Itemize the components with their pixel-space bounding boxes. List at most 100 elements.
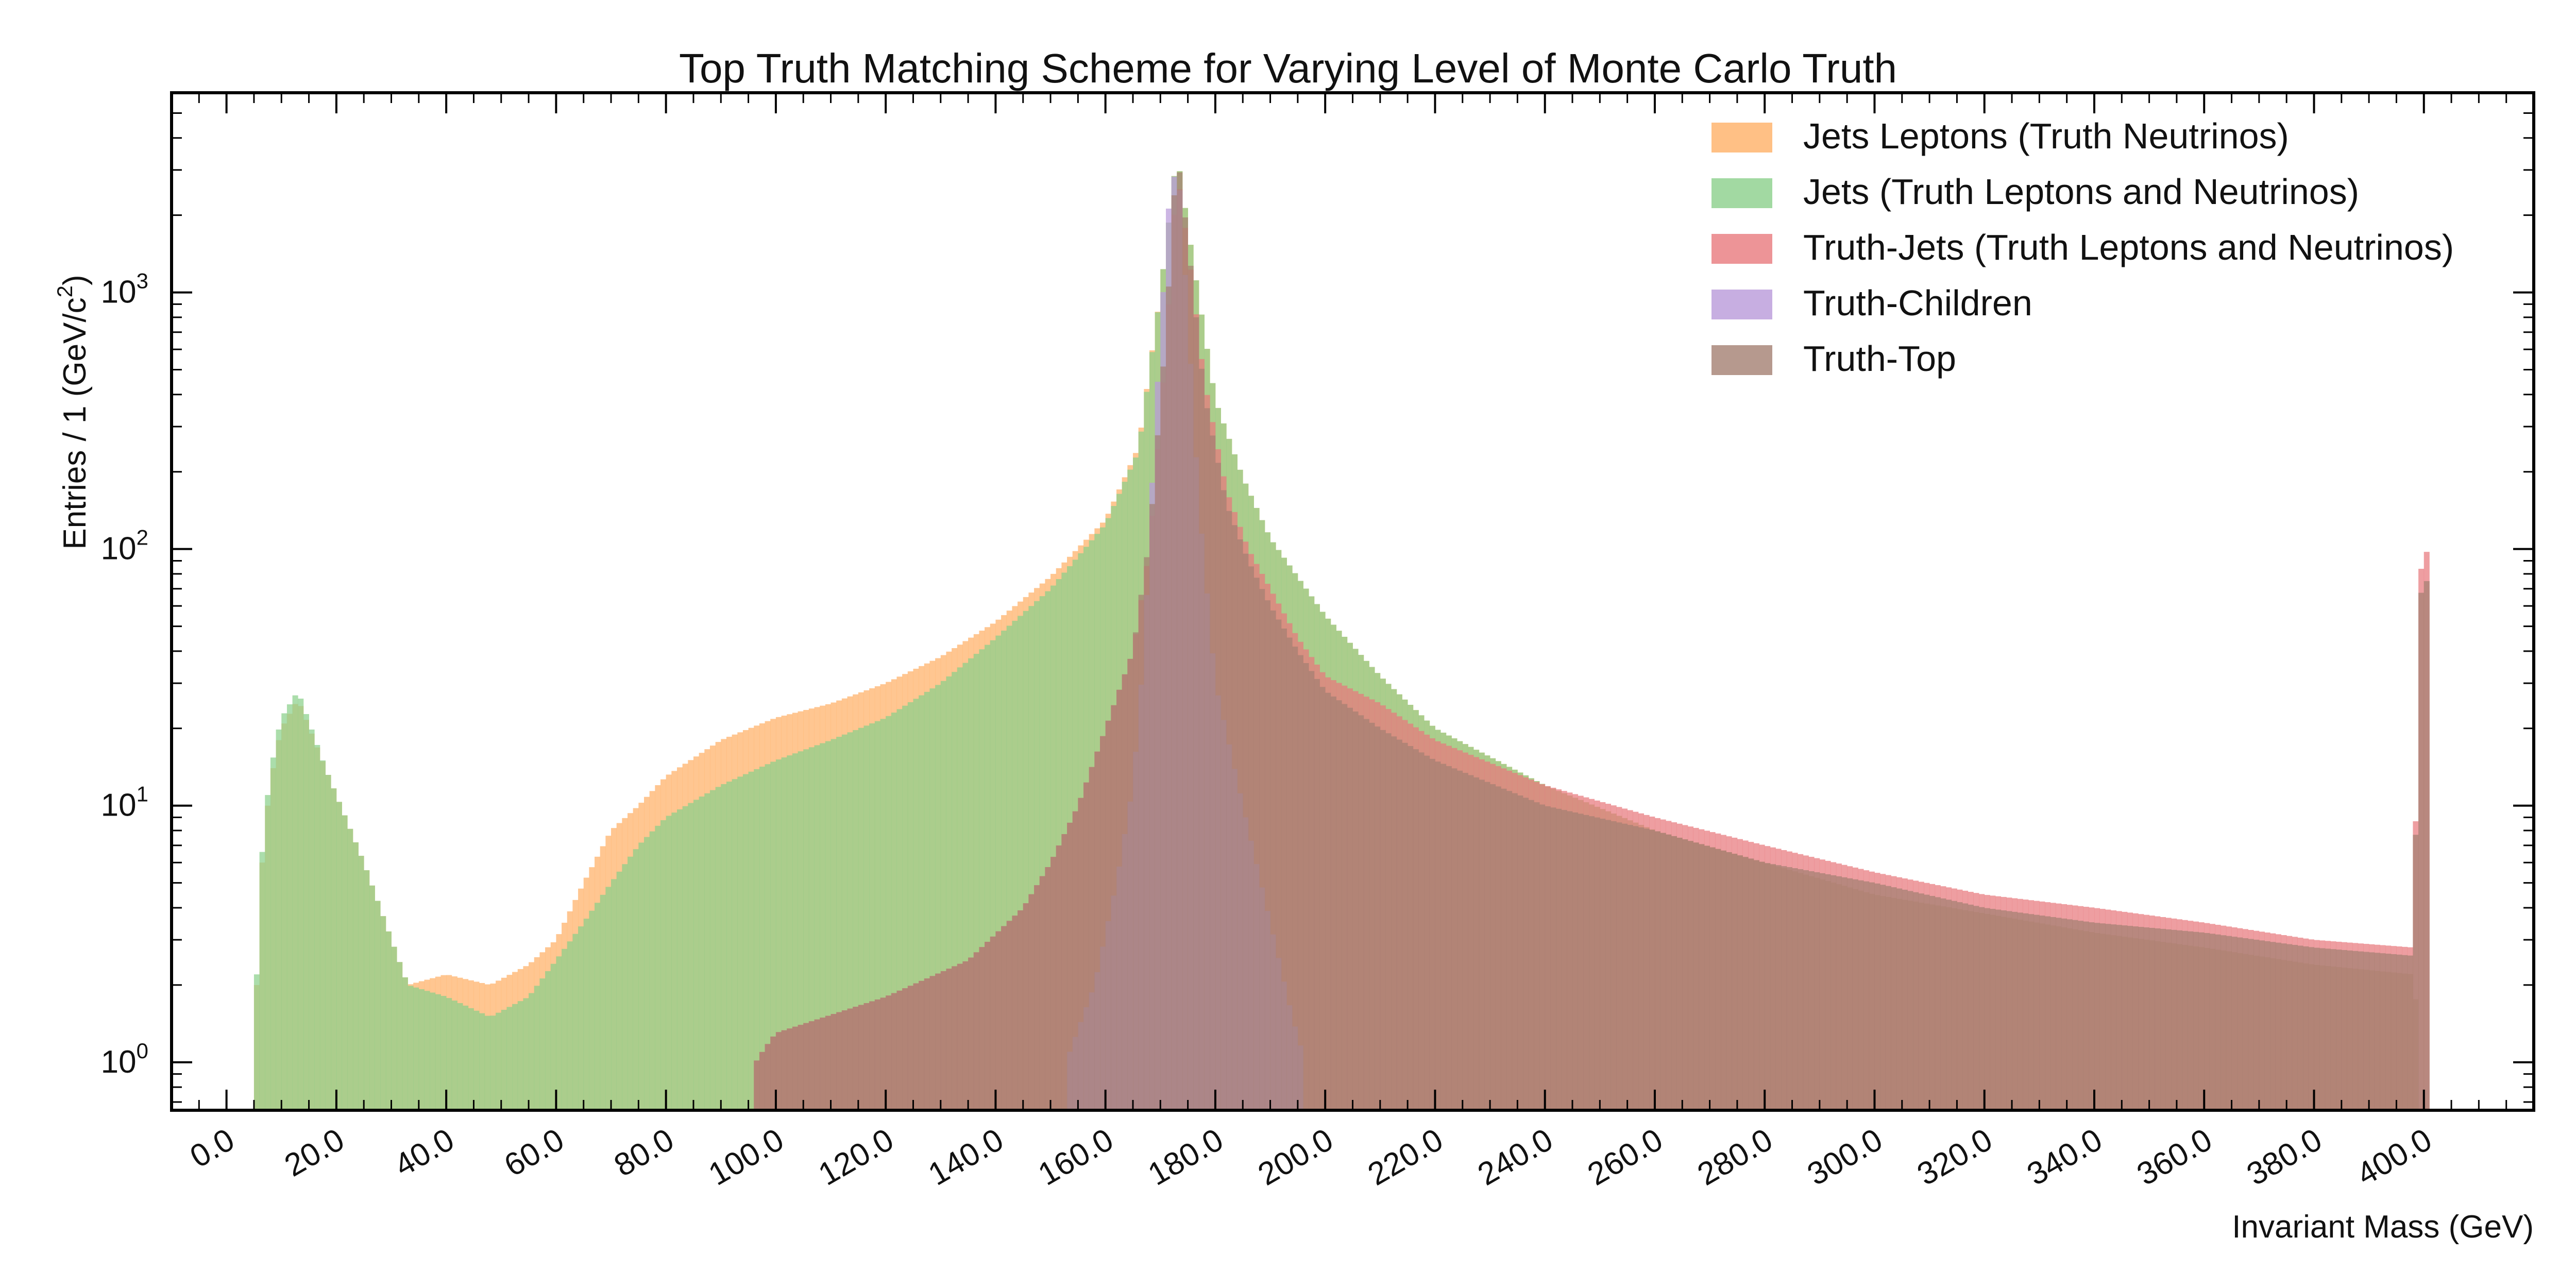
histogram-bar	[1523, 798, 1529, 1110]
histogram-bar	[2358, 951, 2364, 1110]
histogram-bar	[792, 753, 798, 1110]
histogram-bar	[886, 995, 892, 1110]
histogram-bar	[352, 842, 359, 1110]
histogram-bar	[1056, 845, 1062, 1110]
histogram-bar	[935, 973, 941, 1110]
plot-area	[253, 171, 2430, 1111]
histogram-bar	[1561, 810, 1567, 1110]
histogram-bar	[1753, 860, 1759, 1110]
histogram-bar	[1281, 629, 1287, 1110]
histogram-bar	[946, 676, 952, 1110]
histogram-bar	[792, 1026, 798, 1110]
histogram-bar	[2418, 592, 2425, 1110]
histogram-bar	[1666, 834, 1672, 1110]
y-tick-base: 10	[101, 788, 137, 823]
histogram-bar	[259, 852, 265, 1110]
histogram-bar	[1100, 736, 1106, 1110]
histogram-bar	[2182, 930, 2188, 1110]
histogram-bar	[2275, 942, 2281, 1110]
x-tick-label: 80.0	[608, 1122, 680, 1183]
histogram-bar	[952, 966, 958, 1110]
histogram-bar	[1616, 822, 1622, 1110]
histogram-bar	[1188, 265, 1194, 1110]
histogram-bar	[1413, 749, 1419, 1110]
histogram-bar	[721, 784, 727, 1110]
histogram-bar	[1847, 878, 1853, 1110]
histogram-bar	[325, 775, 331, 1110]
histogram-bar	[490, 1015, 496, 1110]
histogram-bar	[1737, 855, 1743, 1110]
histogram-bar	[2138, 927, 2144, 1110]
x-tick-label: 40.0	[388, 1122, 460, 1183]
histogram-bar	[896, 990, 903, 1110]
histogram-bar	[595, 903, 601, 1110]
y-axis-label-closing: )	[57, 275, 93, 285]
histogram-bar	[1902, 889, 1908, 1110]
chart-title: Top Truth Matching Scheme for Varying Le…	[679, 45, 1897, 91]
histogram-bar	[2281, 943, 2287, 1110]
histogram-bar	[292, 695, 298, 1110]
histogram-bar	[919, 980, 925, 1110]
histogram-bar	[506, 1007, 513, 1110]
histogram-bar	[2292, 945, 2298, 1110]
histogram-bar	[1803, 870, 1809, 1110]
x-tick-label: 260.0	[1582, 1122, 1669, 1192]
histogram-bar	[1116, 689, 1123, 1110]
x-tick-label: 0.0	[184, 1122, 240, 1175]
histogram-bar	[688, 803, 694, 1110]
histogram-bar	[2363, 952, 2369, 1110]
histogram-bar	[2132, 926, 2139, 1110]
histogram-bar	[968, 658, 974, 1110]
histogram-bar	[858, 1005, 864, 1110]
histogram-bar	[1215, 463, 1221, 1110]
histogram-bar	[1221, 490, 1227, 1111]
histogram-bar	[2330, 949, 2336, 1110]
histogram-bar	[808, 1021, 815, 1110]
histogram-bar	[1050, 857, 1057, 1110]
histogram-bar	[726, 782, 732, 1110]
x-tick-label: 60.0	[498, 1122, 570, 1183]
histogram-bar	[1297, 655, 1303, 1110]
histogram-bar	[759, 1052, 765, 1110]
histogram-bar	[2028, 914, 2035, 1110]
y-tick-base: 10	[101, 531, 137, 567]
histogram-bar	[457, 1003, 463, 1110]
histogram-bar	[1660, 833, 1666, 1110]
x-axis-label: Invariant Mass (GeV)	[2232, 1209, 2534, 1245]
histogram-bar	[644, 837, 650, 1110]
histogram-bar	[1446, 766, 1452, 1110]
histogram-bar	[2127, 926, 2133, 1110]
histogram-bar	[985, 645, 991, 1110]
histogram-bar	[874, 721, 880, 1110]
histogram-bar	[2237, 937, 2243, 1110]
histogram-bar	[896, 709, 903, 1110]
histogram-bar	[484, 1015, 490, 1110]
histogram-bar	[369, 885, 375, 1110]
histogram-bar	[314, 744, 320, 1110]
histogram-bar	[2193, 931, 2199, 1110]
histogram-bar	[1539, 804, 1546, 1110]
histogram-bar	[671, 812, 677, 1110]
histogram-bar	[2369, 952, 2375, 1110]
histogram-bar	[836, 1012, 842, 1110]
histogram-bar	[2072, 920, 2078, 1110]
histogram-bar	[435, 994, 441, 1110]
histogram-bar	[1210, 435, 1216, 1110]
histogram-bar	[2023, 913, 2029, 1110]
histogram-bar	[1369, 722, 1375, 1110]
histogram-bar	[1946, 900, 1952, 1110]
histogram-bar	[1012, 916, 1018, 1110]
histogram-bar	[1962, 903, 1969, 1110]
histogram-bar	[1375, 726, 1381, 1110]
histogram-bar	[863, 1003, 870, 1110]
histogram-bar	[666, 816, 672, 1110]
histogram-bar	[1078, 798, 1084, 1110]
histogram-bar	[979, 947, 985, 1110]
histogram-bar	[1863, 881, 1870, 1110]
histogram-bar	[1402, 742, 1408, 1110]
histogram-bar	[2242, 938, 2248, 1110]
histogram-bar	[567, 941, 573, 1110]
histogram-bar	[1193, 317, 1199, 1110]
histogram-bar	[1858, 880, 1864, 1110]
histogram-bar	[787, 755, 793, 1110]
